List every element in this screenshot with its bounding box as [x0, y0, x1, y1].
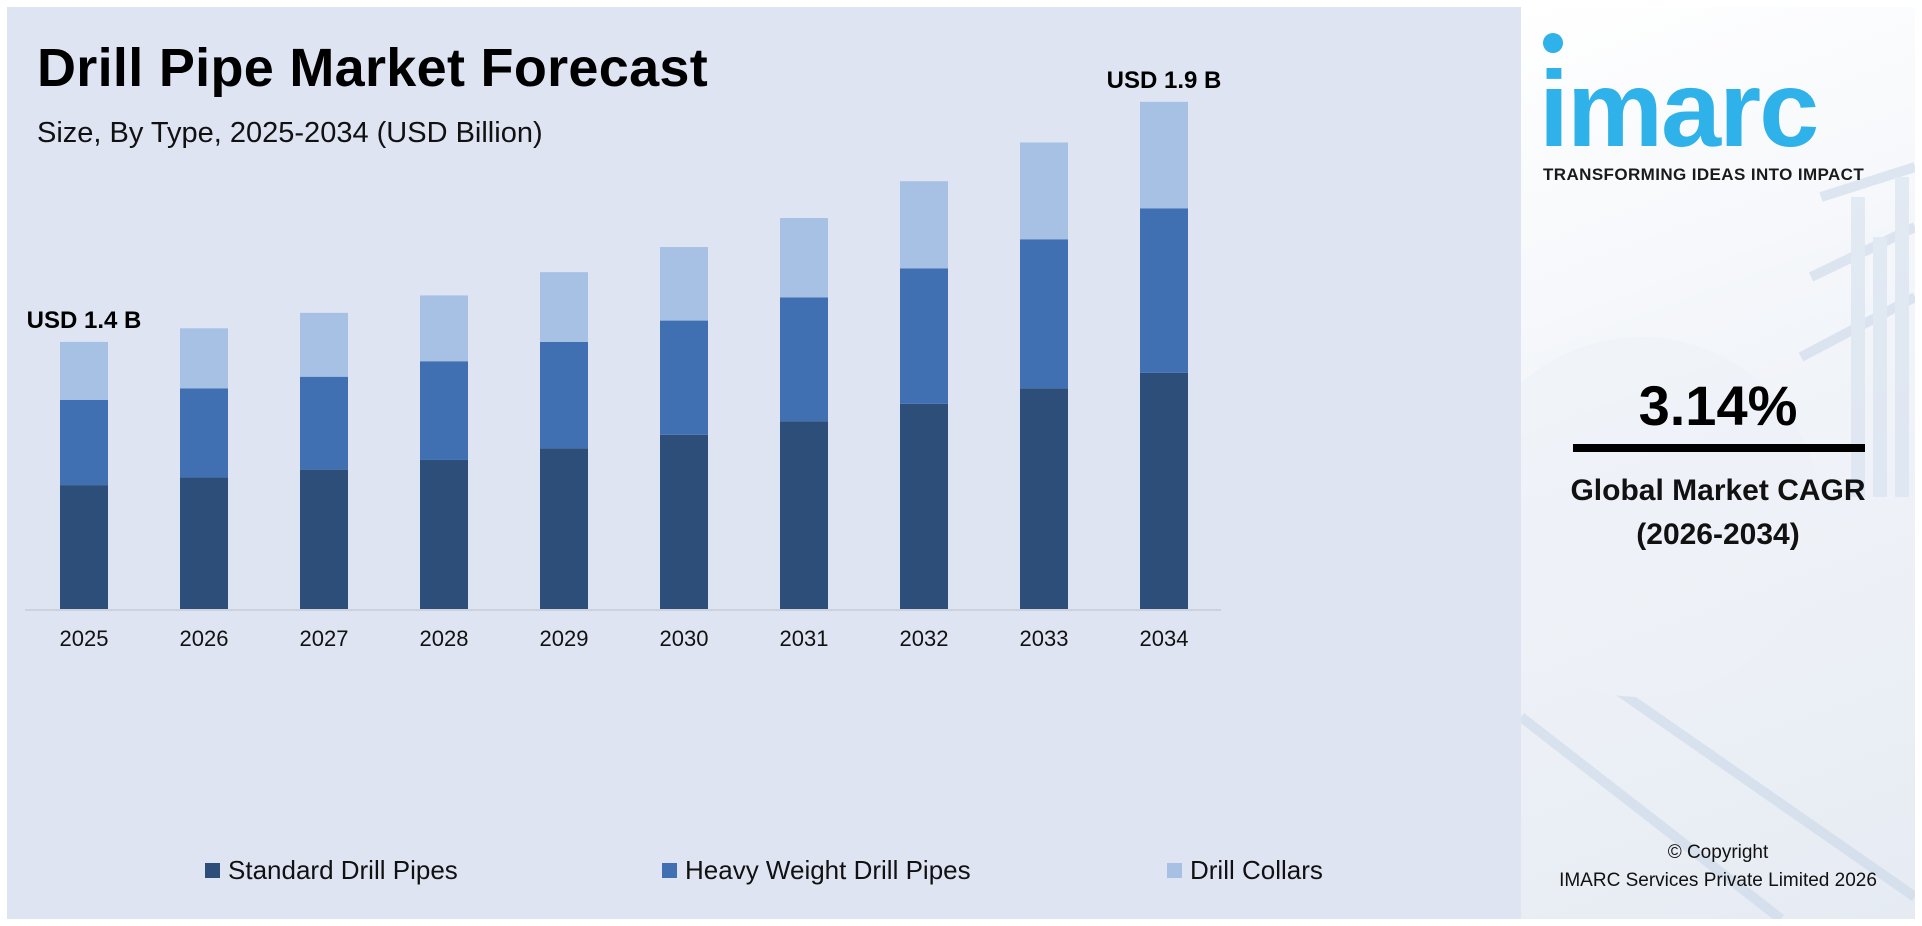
decorative-background: [1521, 162, 1915, 919]
bar-standard-2026: [180, 477, 228, 609]
x-tick-label-2029: 2029: [540, 626, 589, 651]
legend-label-standard: Standard Drill Pipes: [228, 855, 458, 885]
bar-collars-2033: [1020, 142, 1068, 240]
bar-collars-2025: [60, 341, 108, 400]
legend-label-collars: Drill Collars: [1190, 855, 1323, 885]
legend-label-heavy: Heavy Weight Drill Pipes: [685, 855, 971, 885]
chart-panel: Drill Pipe Market Forecast Size, By Type…: [7, 7, 1521, 919]
bar-collars-2026: [180, 328, 228, 389]
legend-item-standard: Standard Drill Pipes: [205, 855, 458, 886]
bar-collars-2027: [300, 312, 348, 377]
bar-collars-2029: [540, 272, 588, 342]
bar-heavy-2026: [180, 388, 228, 478]
stacked-bar-chart: 2025 2026 2027 2028 2029 2030 2031 2032 2033 2034…: [25, 67, 1222, 651]
imarc-logo: imarc: [1539, 48, 1819, 169]
bar-collars-2030: [660, 247, 708, 321]
bar-collars-2028: [420, 295, 468, 362]
legend-item-collars: Drill Collars: [1167, 855, 1323, 886]
chart-subtitle: Size, By Type, 2025-2034 (USD Billion): [37, 117, 543, 149]
bar-standard-2033: [1020, 388, 1068, 609]
bar-standard-2027: [300, 469, 348, 609]
bar-standard-2025: [60, 485, 108, 609]
bar-collars-2031: [780, 217, 828, 298]
cagr-label-line1: Global Market CAGR: [1570, 474, 1866, 507]
x-tick-label-2025: 2025: [60, 626, 109, 651]
chart-legend: Standard Drill Pipes Heavy Weight Drill …: [7, 855, 1521, 895]
annotation-start-value: USD 1.4 B: [27, 307, 142, 334]
legend-swatch-heavy: [662, 863, 677, 878]
bar-standard-2031: [780, 421, 828, 609]
x-tick-label-2033: 2033: [1020, 626, 1069, 651]
legend-swatch-collars: [1167, 863, 1182, 878]
bar-heavy-2031: [780, 297, 828, 422]
x-tick-label-2026: 2026: [180, 626, 229, 651]
x-tick-label-2027: 2027: [300, 626, 349, 651]
side-panel: imarc TRANSFORMING IDEAS INTO IMPACT 3.1…: [1521, 7, 1915, 919]
x-tick-label-2031: 2031: [780, 626, 829, 651]
copyright: © Copyright IMARC Services Private Limit…: [1521, 839, 1915, 895]
logo-dot: [1543, 33, 1563, 53]
bar-heavy-2029: [540, 341, 588, 449]
bar-collars-2032: [900, 181, 948, 269]
bar-heavy-2034: [1140, 208, 1188, 373]
x-tick-label-2030: 2030: [660, 626, 709, 651]
bar-standard-2032: [900, 403, 948, 609]
bar-heavy-2025: [60, 399, 108, 486]
bar-heavy-2032: [900, 268, 948, 404]
x-tick-label-2028: 2028: [420, 626, 469, 651]
bar-heavy-2027: [300, 376, 348, 470]
bar-heavy-2030: [660, 320, 708, 435]
x-tick-label-2034: 2034: [1140, 626, 1189, 651]
cagr-label: Global Market CAGR (2026-2034): [1521, 469, 1915, 557]
logo-tagline: TRANSFORMING IDEAS INTO IMPACT: [1543, 165, 1865, 184]
cagr-value: 3.14%: [1638, 374, 1798, 437]
copyright-line1: © Copyright: [1667, 842, 1769, 863]
legend-swatch-standard: [205, 863, 220, 878]
cagr-divider: [1573, 444, 1865, 452]
bar-heavy-2028: [420, 361, 468, 460]
bar-collars-2034: [1140, 101, 1188, 209]
annotation-end-value: USD 1.9 B: [1107, 67, 1222, 94]
x-tick-label-2032: 2032: [900, 626, 949, 651]
bar-standard-2030: [660, 434, 708, 609]
chart-title: Drill Pipe Market Forecast: [37, 38, 709, 98]
legend-item-heavy: Heavy Weight Drill Pipes: [662, 855, 971, 886]
bar-standard-2029: [540, 448, 588, 609]
bar-standard-2028: [420, 459, 468, 609]
copyright-line2: IMARC Services Private Limited 2026: [1559, 870, 1877, 891]
cagr-label-line2: (2026-2034): [1636, 518, 1800, 551]
bar-heavy-2033: [1020, 239, 1068, 389]
bar-standard-2034: [1140, 372, 1188, 609]
